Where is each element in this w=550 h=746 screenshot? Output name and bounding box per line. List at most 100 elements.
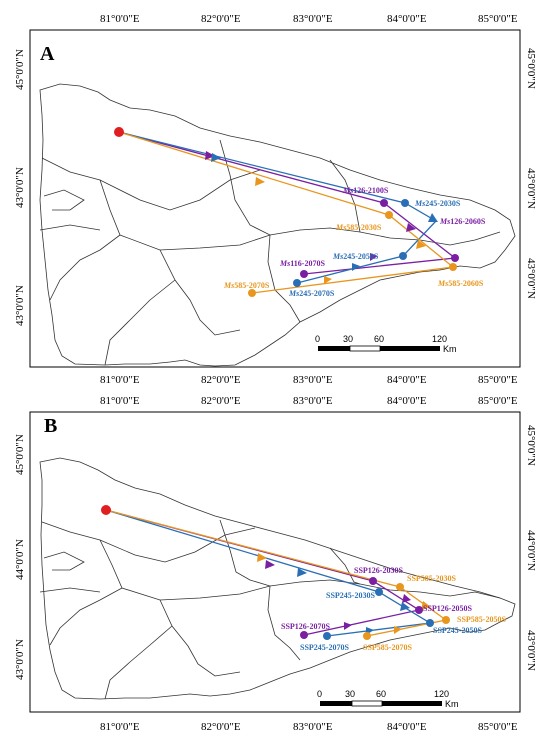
label-ssp126-2050s: SSP126-2050S <box>423 604 472 613</box>
panel-b-left-tick: 43°0'0"N <box>14 639 26 680</box>
label-ms245-2030s: Ms245-2030S <box>414 199 461 208</box>
panel-a-right-tick: 43°0'0"N <box>525 258 537 299</box>
panel-b-top-tick: 82°0'0"E <box>201 395 241 407</box>
label-ms585-2060s: Ms585-2060S <box>437 279 484 288</box>
label-ms126-2060s: Ms126-2060S <box>439 217 486 226</box>
panel-b-boundary <box>267 585 301 661</box>
centroid-point <box>323 632 331 640</box>
panel-a-left-tick: 43°0'0"N <box>14 167 26 208</box>
arrow-icon <box>205 151 215 160</box>
panel-b-labels: SSP126-2030S SSP585-2030S SSP245-2030S S… <box>281 566 506 652</box>
scale-unit: Km <box>445 699 459 709</box>
panel-a-bottom-tick: 82°0'0"E <box>201 374 241 386</box>
panel-b-scale-bar: 0 30 60 120 Km <box>317 689 459 709</box>
scale-tick: 60 <box>374 334 384 344</box>
arrow-icon <box>402 594 411 603</box>
arrow-icon <box>265 560 275 569</box>
centroid-point <box>300 631 308 639</box>
scale-tick: 30 <box>345 689 355 699</box>
centroid-point <box>300 270 308 278</box>
panel-a-scale-bar: 0 30 60 120 Km <box>315 334 457 354</box>
scale-tick: 60 <box>376 689 386 699</box>
panel-b-boundary <box>43 551 85 571</box>
scale-tick: 0 <box>315 334 320 344</box>
panel-b-boundary <box>99 539 361 601</box>
scale-tick: 30 <box>343 334 353 344</box>
panel-b-bottom-tick: 85°0'0"E <box>478 721 518 733</box>
label-ms116-2070s: Ms116-2070S <box>279 259 325 268</box>
label-ssp585-2070s: SSP585-2070S <box>363 643 412 652</box>
panel-b-boundary <box>159 599 241 677</box>
panel-b-arrows <box>257 553 431 635</box>
panel-a-boundary <box>104 279 176 366</box>
arrow-icon <box>406 223 416 232</box>
centroid-point <box>426 619 434 627</box>
panel-a-bottom-tick: 83°0'0"E <box>293 374 333 386</box>
arrow-icon <box>394 626 402 634</box>
centroid-point <box>401 199 409 207</box>
panel-b-boundary <box>39 587 101 593</box>
label-ssp245-2070s: SSP245-2070S <box>300 643 349 652</box>
panel-a-top-tick: 85°0'0"E <box>478 13 518 25</box>
panel-b-bottom-tick: 83°0'0"E <box>293 721 333 733</box>
centroid-point <box>293 279 301 287</box>
panel-a-right-tick: 43°0'0"N <box>525 168 537 209</box>
arrow-icon <box>344 622 352 630</box>
panel-b-boundary <box>49 587 123 646</box>
panel-a-left-tick: 45°0'0"N <box>14 49 26 90</box>
panel-b-frame <box>29 411 521 713</box>
panel-b-right-tick: 45°0'0"N <box>525 425 537 466</box>
label-ms245-2050s: Ms245-2050S <box>332 252 379 261</box>
panel-b-top-tick: 81°0'0"E <box>100 395 140 407</box>
centroid-point <box>399 252 407 260</box>
panel-b-points <box>101 505 450 640</box>
scale-unit: Km <box>443 344 457 354</box>
scale-tick: 0 <box>317 689 322 699</box>
panel-a-ssp585-path <box>118 131 455 294</box>
panel-b-boundary <box>41 521 256 563</box>
arrow-icon <box>297 568 307 577</box>
scale-tick: 120 <box>432 334 447 344</box>
panel-a-boundary <box>41 157 261 211</box>
panel-b-boundary <box>219 519 271 587</box>
arrow-icon <box>400 602 410 611</box>
centroid-point <box>385 211 393 219</box>
label-ms585-2030s: Ms585-2030S <box>335 223 382 232</box>
arrow-icon <box>428 213 438 222</box>
panel-a-labels: Ms126-2100S Ms245-2030S Ms585-2030S Ms12… <box>223 186 486 298</box>
panel-b-boundary <box>104 625 173 700</box>
label-ssp126-2070s: SSP126-2070S <box>281 622 330 631</box>
panel-a-top-tick: 82°0'0"E <box>201 13 241 25</box>
panel-a-left-tick: 43°0'0"N <box>14 285 26 326</box>
centroid-point <box>451 254 459 262</box>
arrow-icon <box>255 177 265 186</box>
panel-b-top-tick: 85°0'0"E <box>478 395 518 407</box>
centroid-point <box>396 583 404 591</box>
panel-b-bottom-tick: 81°0'0"E <box>100 721 140 733</box>
panel-b-left-tick: 45°0'0"N <box>14 434 26 475</box>
arrow-icon <box>211 153 221 162</box>
panel-a-frame <box>29 29 521 368</box>
panel-a-boundary <box>39 224 101 231</box>
panel-b-top-tick: 83°0'0"E <box>293 395 333 407</box>
panel-b-right-tick: 43°0'0"N <box>525 630 537 671</box>
centroid-point <box>449 263 457 271</box>
label-ms245-2070s: Ms245-2070S <box>288 289 335 298</box>
label-ssp585-2030s: SSP585-2030S <box>407 574 456 583</box>
label-ms126-2100s: Ms126-2100S <box>342 186 389 195</box>
centroid-point <box>363 632 371 640</box>
current-distribution-point <box>101 505 111 515</box>
panel-a-top-tick: 84°0'0"E <box>387 13 427 25</box>
panel-b-bottom-tick: 84°0'0"E <box>387 721 427 733</box>
panel-b-bottom-tick: 82°0'0"E <box>201 721 241 733</box>
arrow-icon <box>370 253 378 261</box>
panel-a-boundary <box>219 139 271 236</box>
scale-tick: 120 <box>434 689 449 699</box>
centroid-point <box>375 588 383 596</box>
panel-a-region-outline <box>39 83 516 367</box>
panel-b-right-tick: 44°0'0"N <box>525 530 537 571</box>
arrow-icon <box>421 601 431 610</box>
panel-b-letter: B <box>44 415 57 437</box>
panel-a-arrows <box>205 151 438 284</box>
